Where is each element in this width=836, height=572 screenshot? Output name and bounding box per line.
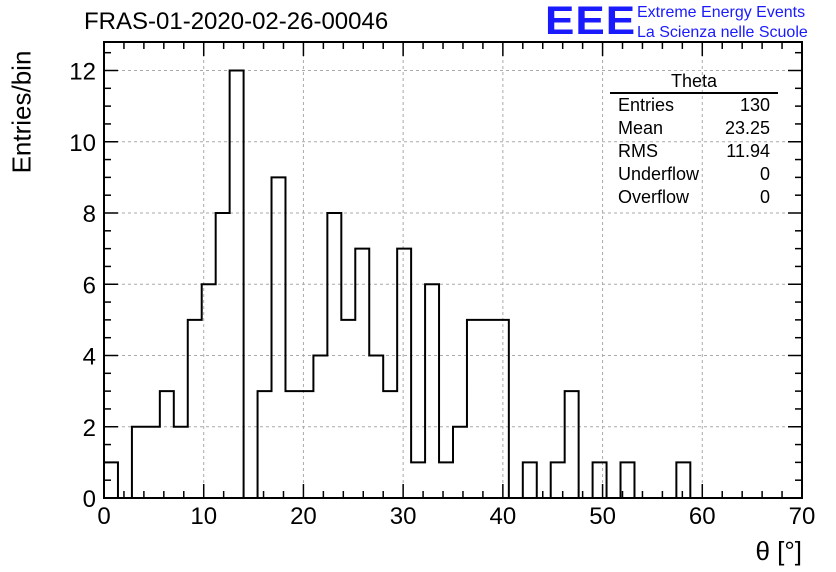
stats-title: Theta (610, 70, 778, 94)
histogram-bin (272, 177, 286, 498)
y-tick-label: 10 (69, 130, 96, 157)
chart-title: FRAS-01-2020-02-26-00046 (84, 8, 389, 35)
eee-logo: EEE (545, 0, 637, 44)
x-tick-label: 70 (789, 503, 816, 530)
stats-value: 0 (759, 164, 770, 184)
y-axis: 0 2 4 6 8 10 12 (69, 51, 802, 513)
histogram-bin (341, 320, 355, 498)
histogram-bin (565, 391, 579, 498)
histogram-bin (216, 213, 230, 498)
x-tick-label: 30 (390, 503, 417, 530)
histogram-bin (439, 462, 453, 498)
histogram-bin (481, 320, 495, 498)
stats-row-rms: RMS 11.94 (610, 140, 778, 163)
histogram-outline (103, 69, 802, 499)
histogram-bin (495, 320, 509, 498)
y-tick-label: 4 (83, 344, 96, 371)
y-tick-label: 8 (83, 201, 96, 228)
y-axis-label: Entries/bin (6, 50, 37, 174)
histogram-bin (188, 320, 202, 498)
histogram-bin (174, 427, 188, 498)
stats-value: 11.94 (726, 141, 770, 161)
x-tick-label: 0 (97, 503, 110, 530)
x-axis-label: θ [°] (755, 536, 802, 566)
stats-value: 0 (759, 187, 770, 207)
histogram-bin (285, 391, 299, 498)
stats-row-mean: Mean 23.25 (610, 117, 778, 140)
histogram-bin (132, 427, 146, 498)
x-tick-label: 60 (689, 503, 716, 530)
organization-name: Extreme Energy Events La Scienza nelle S… (637, 3, 808, 43)
stats-label: Mean (618, 118, 664, 138)
y-tick-label: 0 (83, 486, 96, 513)
stats-row-underflow: Underflow 0 (610, 163, 778, 186)
plot-frame (103, 41, 803, 499)
stats-value: 130 (739, 95, 770, 115)
histogram-bin (355, 249, 369, 498)
stats-row-overflow: Overflow 0 (610, 186, 778, 209)
y-tick-label: 2 (83, 415, 96, 442)
stats-label: Entries (618, 95, 675, 115)
histogram-bin (258, 391, 272, 498)
histogram-bin (146, 427, 160, 498)
org-line-2: La Scienza nelle Scuole (637, 24, 808, 41)
histogram-bin (467, 320, 481, 498)
histogram-bin (425, 284, 439, 498)
stats-box: Theta Entries 130 Mean 23.25 RMS 11.94 Unde… (610, 70, 778, 209)
histogram-bin (160, 391, 174, 498)
y-tick-label: 6 (83, 272, 96, 299)
histogram-bin (523, 462, 537, 498)
x-tick-label: 40 (490, 503, 517, 530)
stats-label: RMS (618, 141, 658, 161)
stats-label: Overflow (618, 187, 690, 207)
x-tick-label: 50 (589, 503, 616, 530)
x-tick-label: 10 (190, 503, 217, 530)
histogram-bin (299, 391, 313, 498)
histogram-series (103, 69, 802, 499)
x-axis: 0 10 20 30 40 50 60 70 (97, 42, 815, 530)
org-line-1: Extreme Energy Events (637, 4, 806, 21)
stats-row-entries: Entries 130 (610, 94, 778, 117)
histogram-bin (676, 462, 690, 498)
histogram-bin (593, 462, 607, 498)
histogram-bin (383, 391, 397, 498)
y-tick-label: 12 (69, 59, 96, 86)
x-tick-label: 20 (290, 503, 317, 530)
stats-value: 23.25 (724, 118, 770, 138)
stats-label: Underflow (618, 164, 700, 184)
histogram-bin (453, 427, 467, 498)
histogram-bin (397, 249, 411, 498)
